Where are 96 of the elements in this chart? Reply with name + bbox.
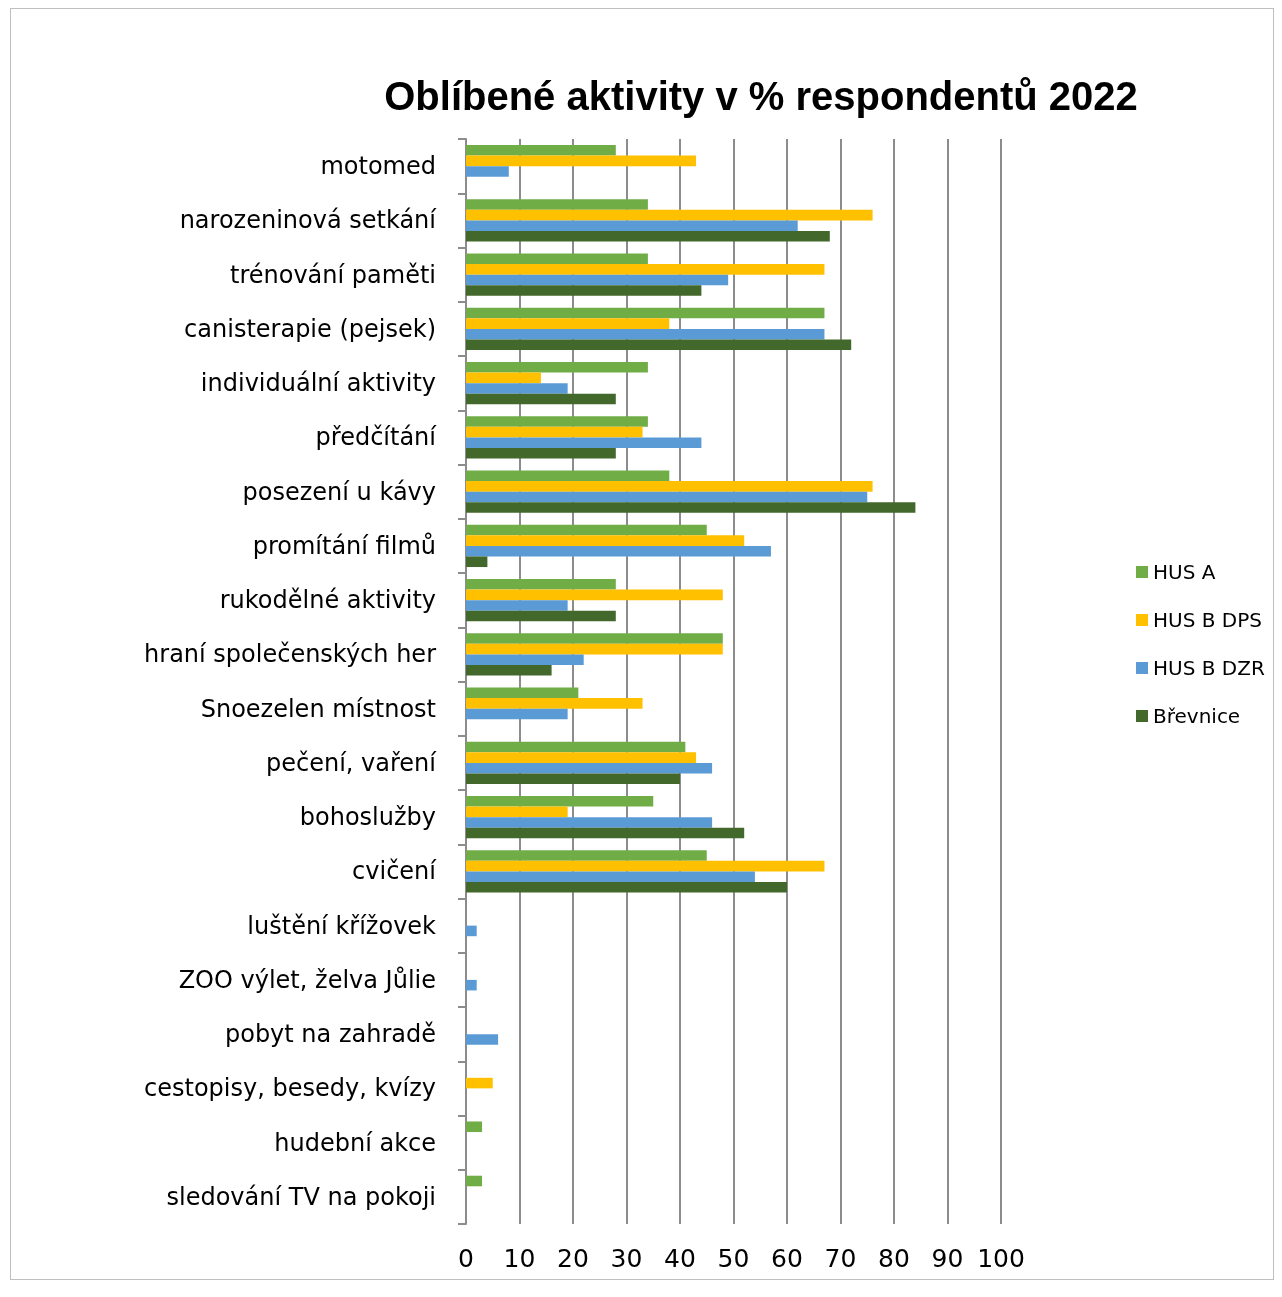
bar <box>466 610 616 622</box>
bar <box>466 230 830 242</box>
y-tick-label: promítání filmů <box>252 531 436 560</box>
legend-label: HUS B DZR <box>1153 656 1265 680</box>
bar <box>466 285 702 296</box>
bar <box>466 199 648 210</box>
bar <box>466 372 541 384</box>
y-tick-label: cvičení <box>352 857 438 886</box>
y-tick-label: ZOO výlet, želva Jůlie <box>178 965 436 994</box>
bar <box>466 664 552 676</box>
x-tick-label: 20 <box>557 1244 589 1273</box>
bar <box>466 578 616 590</box>
bar <box>466 426 643 438</box>
y-tick-label: bohoslužby <box>299 803 436 832</box>
bar <box>466 393 616 405</box>
bar <box>466 545 771 557</box>
bar <box>466 817 713 828</box>
y-tick-label: předčítání <box>315 423 438 452</box>
x-tick-label: 10 <box>503 1244 536 1273</box>
y-tick-label: narozeninová setkání <box>179 206 438 235</box>
x-tick-label: 50 <box>717 1244 750 1273</box>
bar <box>466 524 707 536</box>
legend-label: Břevnice <box>1153 704 1241 728</box>
bar <box>466 773 680 785</box>
bar <box>466 470 670 482</box>
bar <box>466 850 707 861</box>
bar <box>466 871 755 882</box>
x-tick-label: 100 <box>977 1244 1025 1273</box>
bar <box>466 155 697 167</box>
bar <box>466 752 697 763</box>
bar <box>466 328 825 340</box>
bar <box>466 437 702 448</box>
bar <box>466 633 723 644</box>
bar <box>466 827 745 839</box>
bar <box>466 502 916 513</box>
y-tick-label: hudební akce <box>274 1128 436 1157</box>
x-tick-label: 70 <box>824 1244 857 1273</box>
bar <box>466 762 713 774</box>
y-tick-label: rukodělné aktivity <box>219 586 436 615</box>
x-tick-label: 40 <box>664 1244 696 1273</box>
x-tick-label: 60 <box>771 1244 803 1273</box>
y-tick-label: pobyt na zahradě <box>224 1020 436 1049</box>
bar <box>466 209 873 221</box>
y-tick-label: motomed <box>320 152 436 181</box>
legend-label: HUS B DPS <box>1153 608 1262 632</box>
bar <box>466 447 616 459</box>
bar <box>466 1077 493 1089</box>
bar <box>466 274 729 286</box>
bar <box>466 654 584 665</box>
bar <box>466 1034 499 1045</box>
bar <box>466 220 798 231</box>
y-tick-label: trénování paměti <box>230 260 436 289</box>
bar <box>466 535 745 546</box>
y-tick-label: luštění křížovek <box>247 911 437 940</box>
bar <box>466 339 852 351</box>
bar <box>466 589 723 601</box>
bar <box>466 806 568 818</box>
bar <box>466 925 477 937</box>
bar <box>466 708 568 720</box>
bar <box>466 416 648 427</box>
bar <box>466 1175 483 1187</box>
bar <box>466 1121 483 1133</box>
bar <box>466 881 787 893</box>
y-tick-label: sledování TV na pokoji <box>166 1182 436 1211</box>
bar <box>466 600 568 611</box>
bar <box>466 687 579 699</box>
bar <box>466 166 509 177</box>
bar <box>466 698 643 709</box>
bar <box>466 307 825 319</box>
y-tick-label: Snoezelen místnost <box>200 694 436 723</box>
bar <box>466 795 654 807</box>
chart-title: Oblíbené aktivity v % respondentů 2022 <box>384 74 1138 118</box>
y-tick-label: pečení, vaření <box>266 748 438 777</box>
x-tick-label: 90 <box>931 1244 964 1273</box>
bar <box>466 491 868 503</box>
x-tick-label: 80 <box>878 1244 910 1273</box>
bar <box>466 318 670 329</box>
bar <box>466 361 648 373</box>
x-tick-label: 0 <box>458 1244 474 1273</box>
bar <box>466 556 488 568</box>
bar <box>466 979 477 991</box>
y-tick-label: posezení u kávy <box>242 477 436 506</box>
y-tick-label: hraní společenských her <box>144 640 437 669</box>
bar <box>466 264 825 275</box>
bar <box>466 741 686 753</box>
y-tick-label: canisterapie (pejsek) <box>184 314 436 343</box>
y-tick-label: cestopisy, besedy, kvízy <box>144 1074 436 1103</box>
bar <box>466 860 825 872</box>
bar <box>466 643 723 655</box>
x-tick-label: 30 <box>610 1244 643 1273</box>
y-tick-label: individuální aktivity <box>200 369 436 398</box>
bar <box>466 253 648 265</box>
bar <box>466 144 616 156</box>
legend-label: HUS A <box>1153 560 1216 584</box>
bar <box>466 481 873 492</box>
bar <box>466 383 568 394</box>
